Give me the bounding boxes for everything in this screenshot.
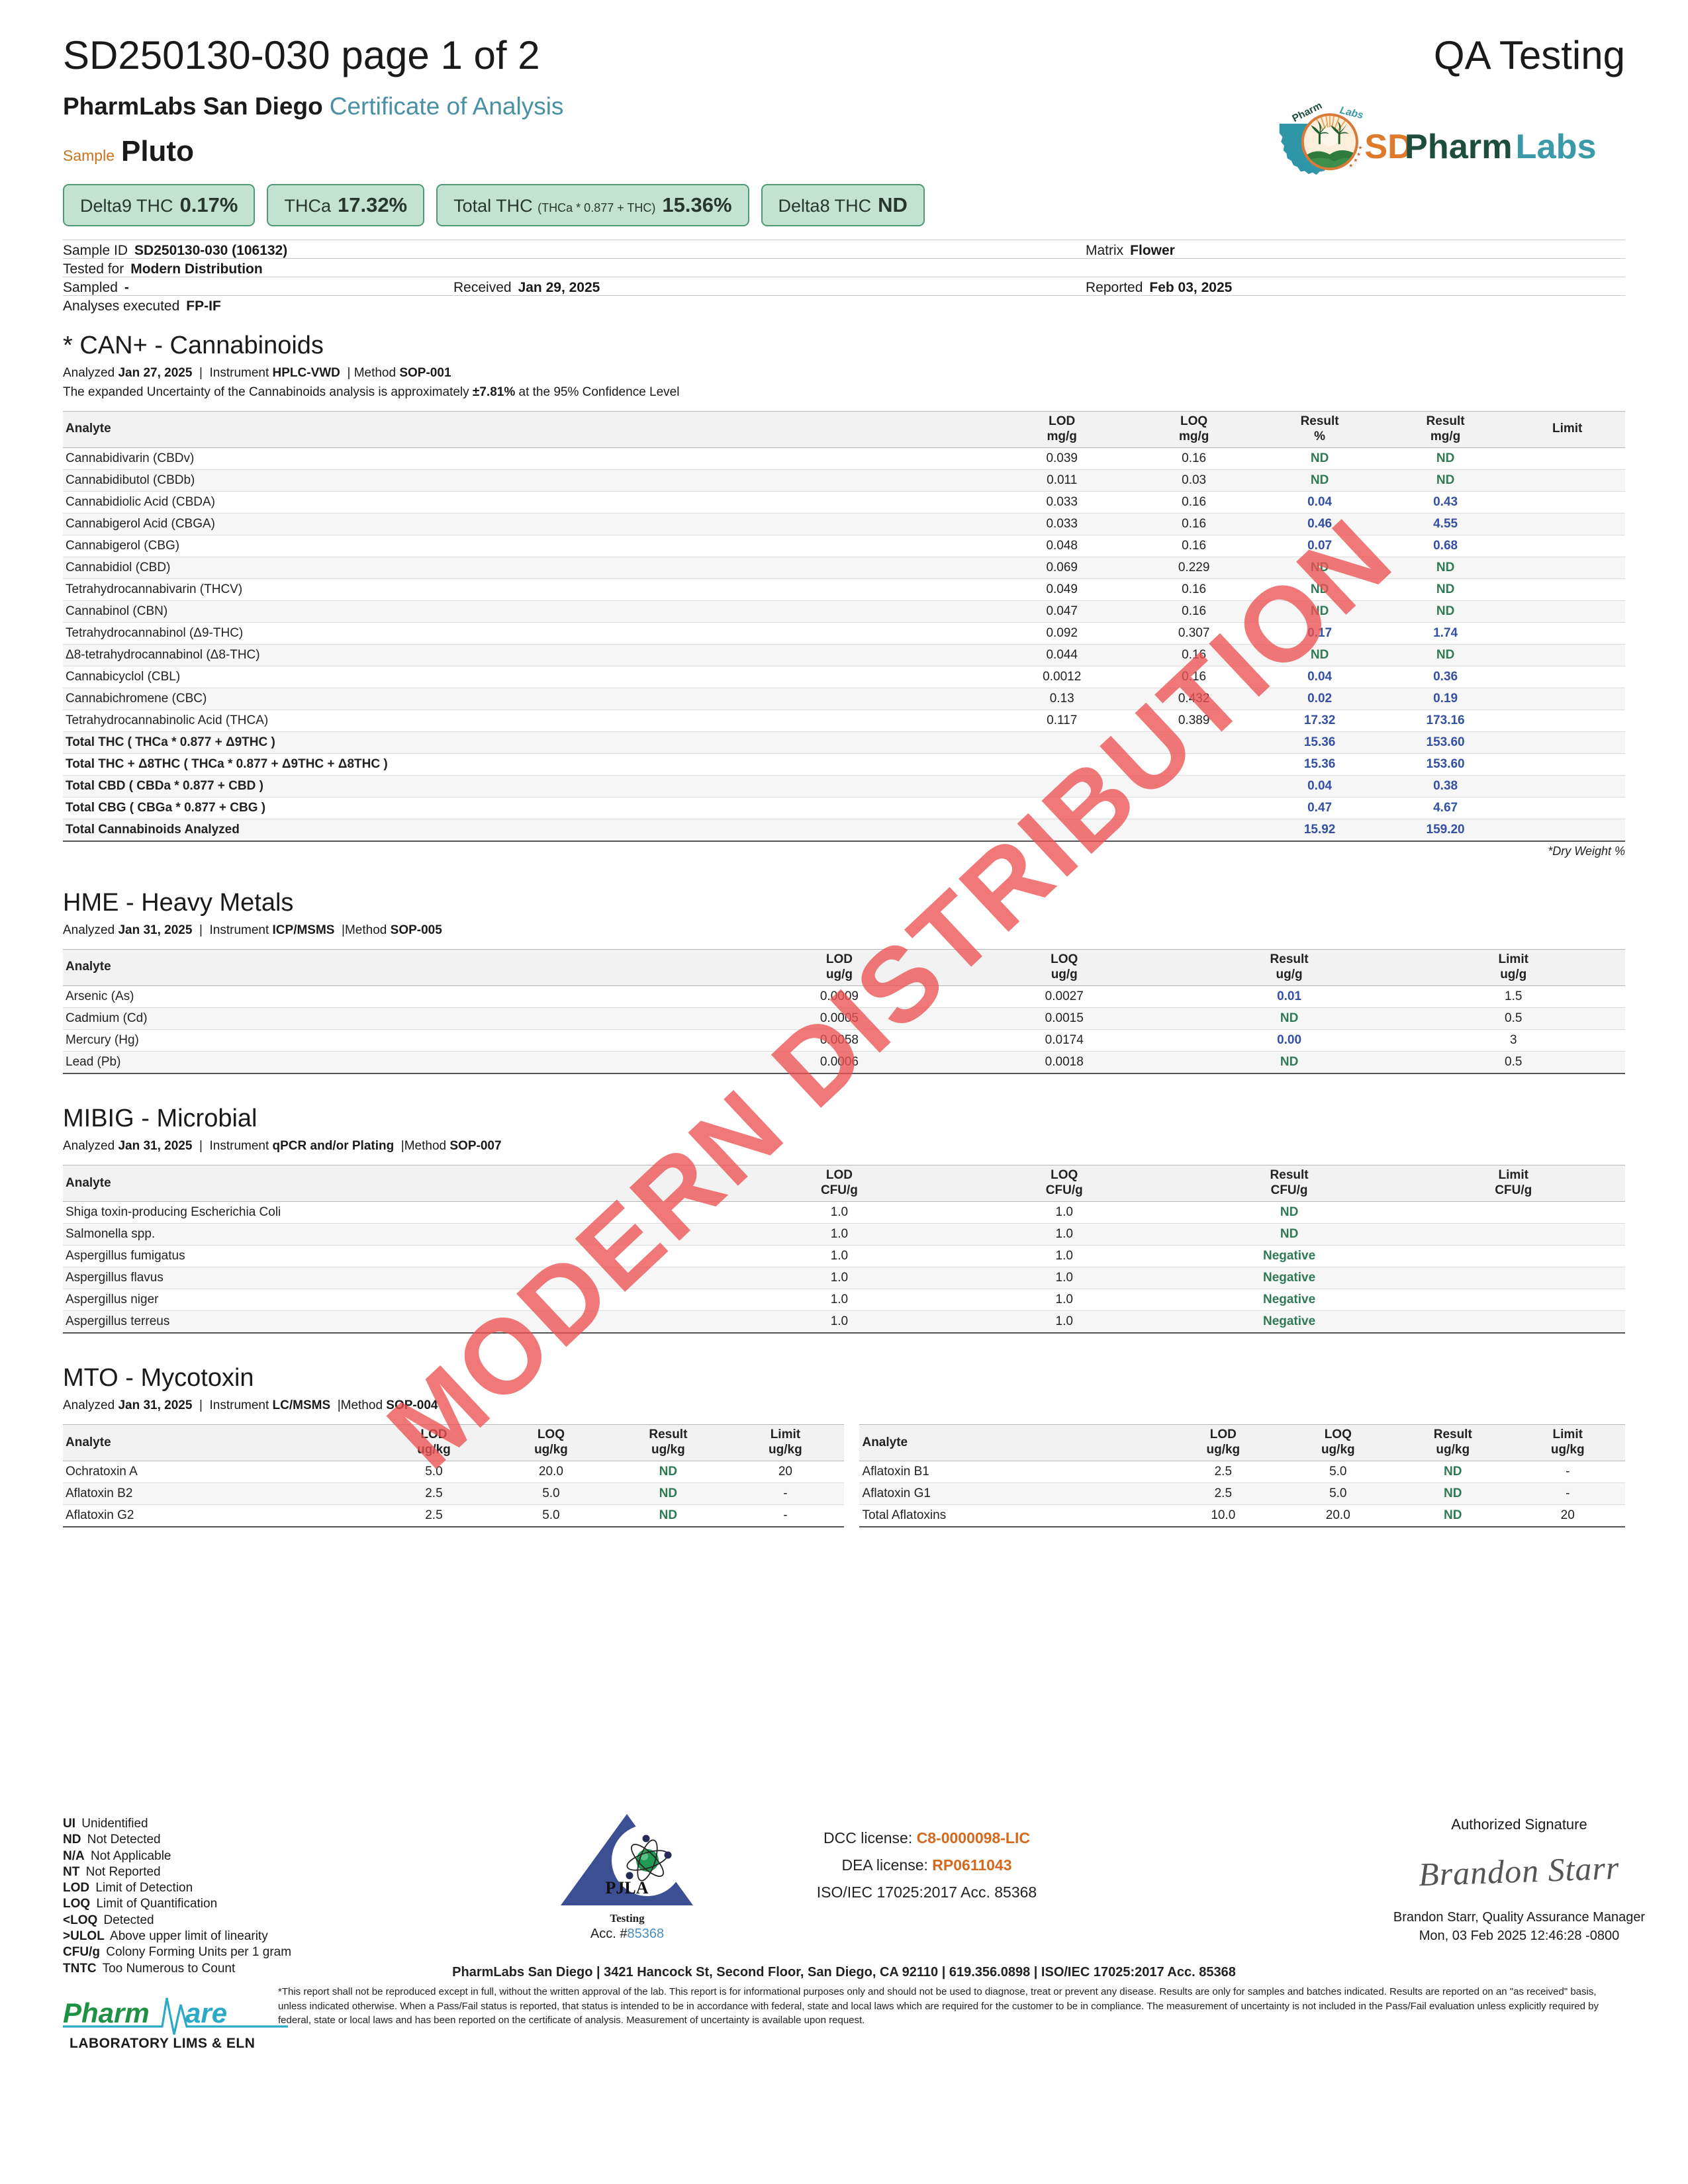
svg-text:Pharm: Pharm: [1405, 128, 1513, 166]
svg-text:★: ★: [1358, 145, 1363, 151]
svg-text:Labs: Labs: [1516, 128, 1597, 166]
svg-text:Pharm: Pharm: [63, 1997, 150, 2028]
svg-text:★: ★: [1356, 152, 1361, 158]
svg-text:★: ★: [1348, 162, 1353, 168]
svg-text:LABORATORY LIMS & ELN: LABORATORY LIMS & ELN: [70, 2036, 255, 2051]
svg-text:★: ★: [1354, 158, 1358, 163]
svg-text:are: are: [185, 1997, 227, 2028]
svg-text:PJLA: PJLA: [606, 1878, 649, 1897]
